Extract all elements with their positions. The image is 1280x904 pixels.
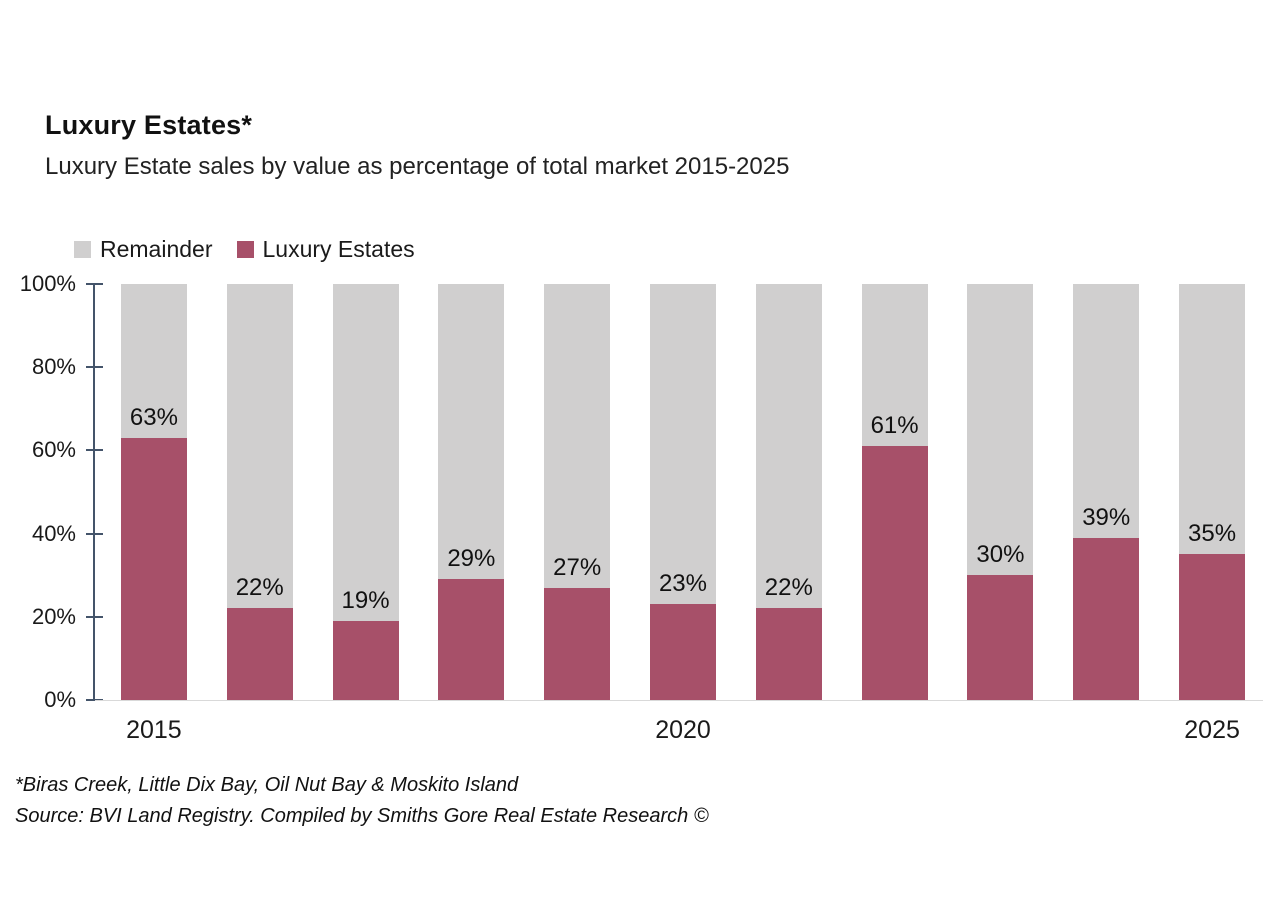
bar-data-label: 35% xyxy=(1188,520,1237,548)
x-axis-tick-label: 2025 xyxy=(1184,716,1240,744)
x-axis-tick-label: 2015 xyxy=(126,716,182,744)
bar-segment-luxury-estates xyxy=(226,608,293,700)
chart-subtitle: Luxury Estate sales by value as percenta… xyxy=(45,153,790,180)
stacked-bar-2023: 30% xyxy=(967,284,1034,700)
bar-segment-remainder xyxy=(438,284,505,580)
bar-data-label: 27% xyxy=(553,553,602,581)
legend-item: Luxury Estates xyxy=(236,236,415,263)
bar-slot: 19% xyxy=(313,284,419,700)
bar-data-label: 61% xyxy=(870,412,919,440)
bar-segment-remainder xyxy=(1073,284,1140,538)
legend-label: Remainder xyxy=(100,236,213,262)
bar-segment-luxury-estates xyxy=(120,437,187,700)
bar-slot: 29% xyxy=(418,284,524,700)
bar-slot: 61% xyxy=(842,284,948,700)
bar-slot: 35% xyxy=(1159,284,1265,700)
stacked-bar-2016: 22% xyxy=(226,284,293,700)
x-axis-baseline xyxy=(95,700,1263,701)
bar-data-label: 23% xyxy=(658,570,707,598)
bar-segment-remainder xyxy=(755,284,822,609)
bar-slot: 22% xyxy=(207,284,313,700)
legend-swatch-icon xyxy=(236,241,254,258)
bar-segment-remainder xyxy=(332,284,399,621)
footnote: *Biras Creek, Little Dix Bay, Oil Nut Ba… xyxy=(15,774,519,796)
bar-slot: 22% xyxy=(736,284,842,700)
bar-segment-luxury-estates xyxy=(438,579,505,700)
bar-slot: 27% xyxy=(524,284,630,700)
y-axis-tick-label: 100% xyxy=(19,271,76,296)
legend-swatch-icon xyxy=(74,241,91,258)
legend-item: Remainder xyxy=(74,236,213,263)
bar-data-label: 29% xyxy=(447,545,496,573)
y-axis-tick-label: 0% xyxy=(44,687,76,712)
stacked-bar-2018: 29% xyxy=(438,284,505,700)
stacked-bar-2015: 63% xyxy=(120,284,187,700)
bar-segment-remainder xyxy=(967,284,1034,576)
footer: *Biras Creek, Little Dix Bay, Oil Nut Ba… xyxy=(15,770,709,832)
y-axis-tick-label: 40% xyxy=(31,520,76,546)
bar-segment-luxury-estates xyxy=(1179,554,1246,700)
y-axis-tick-label: 80% xyxy=(31,354,76,380)
bar-segment-remainder xyxy=(120,284,187,438)
bar-segment-remainder xyxy=(861,284,928,447)
bar-segment-luxury-estates xyxy=(649,604,716,700)
bar-segment-luxury-estates xyxy=(755,608,822,700)
plot-area: 63% 22% 19% 29% 27% 23% 22% 61% 30% 39% 35% xyxy=(101,284,1265,700)
bar-data-label: 63% xyxy=(129,403,178,431)
bar-segment-remainder xyxy=(226,284,293,609)
y-axis-tick-label: 60% xyxy=(31,437,76,463)
bar-data-label: 39% xyxy=(1082,503,1131,531)
bar-data-label: 30% xyxy=(976,541,1025,569)
y-axis-line xyxy=(93,283,95,701)
bar-segment-luxury-estates xyxy=(1073,537,1140,700)
bar-segment-luxury-estates xyxy=(967,575,1034,700)
bar-segment-luxury-estates xyxy=(544,587,611,700)
stacked-bar-2021: 22% xyxy=(755,284,822,700)
stacked-bar-2024: 39% xyxy=(1073,284,1140,700)
stacked-bar-2020: 23% xyxy=(649,284,716,700)
bar-data-label: 22% xyxy=(235,574,284,602)
bar-segment-remainder xyxy=(649,284,716,605)
source-note: Source: BVI Land Registry. Compiled by S… xyxy=(15,805,709,827)
bar-slot: 23% xyxy=(630,284,736,700)
bar-slot: 63% xyxy=(101,284,207,700)
stacked-bar-2017: 19% xyxy=(332,284,399,700)
bar-segment-luxury-estates xyxy=(861,446,928,700)
legend-label: Luxury Estates xyxy=(262,236,415,262)
bar-segment-remainder xyxy=(1179,284,1246,555)
x-axis-tick-label: 2020 xyxy=(655,716,711,744)
y-axis-tick-label: 20% xyxy=(31,603,76,629)
bar-data-label: 19% xyxy=(341,586,390,614)
bar-slot: 30% xyxy=(948,284,1054,700)
stacked-bar-2025: 35% xyxy=(1179,284,1246,700)
stacked-bar-2019: 27% xyxy=(544,284,611,700)
bar-slot: 39% xyxy=(1053,284,1159,700)
bar-segment-remainder xyxy=(544,284,611,588)
bar-segment-luxury-estates xyxy=(332,620,399,700)
bar-data-label: 22% xyxy=(764,574,813,602)
stacked-bar-2022: 61% xyxy=(861,284,928,700)
chart-title: Luxury Estates* xyxy=(45,110,253,140)
y-axis-labels: 100% 80% 60% 40% 20% 0% xyxy=(0,273,84,711)
legend: Remainder Luxury Estates xyxy=(74,236,415,263)
